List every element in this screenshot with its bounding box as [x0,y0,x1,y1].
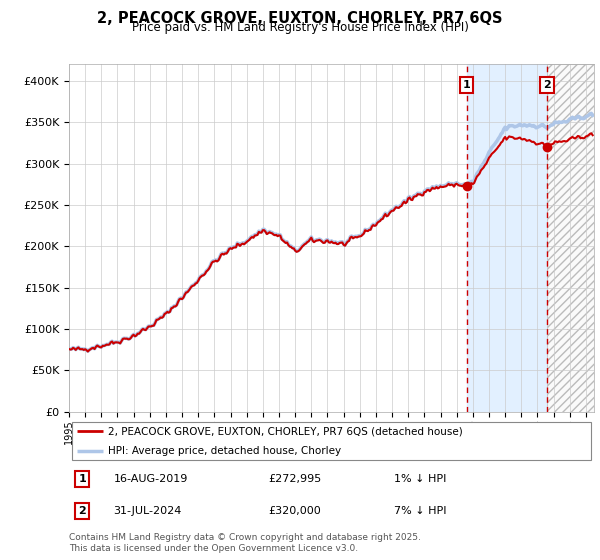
Text: £272,995: £272,995 [269,474,322,484]
Text: 2, PEACOCK GROVE, EUXTON, CHORLEY, PR7 6QS: 2, PEACOCK GROVE, EUXTON, CHORLEY, PR7 6… [97,11,503,26]
Text: 31-JUL-2024: 31-JUL-2024 [113,506,182,516]
Text: Price paid vs. HM Land Registry's House Price Index (HPI): Price paid vs. HM Land Registry's House … [131,21,469,34]
Text: Contains HM Land Registry data © Crown copyright and database right 2025.
This d: Contains HM Land Registry data © Crown c… [69,533,421,553]
FancyBboxPatch shape [71,422,592,460]
Text: 7% ↓ HPI: 7% ↓ HPI [395,506,447,516]
Text: 2: 2 [543,80,551,90]
Text: £320,000: £320,000 [269,506,321,516]
Text: 2: 2 [78,506,86,516]
Bar [547,64,594,412]
Bar [547,64,594,412]
Text: 1: 1 [463,80,470,90]
Text: HPI: Average price, detached house, Chorley: HPI: Average price, detached house, Chor… [109,446,341,456]
Text: 2, PEACOCK GROVE, EUXTON, CHORLEY, PR7 6QS (detached house): 2, PEACOCK GROVE, EUXTON, CHORLEY, PR7 6… [109,426,463,436]
Text: 16-AUG-2019: 16-AUG-2019 [113,474,188,484]
Text: 1: 1 [78,474,86,484]
Bar [467,64,547,412]
Text: 1% ↓ HPI: 1% ↓ HPI [395,474,447,484]
